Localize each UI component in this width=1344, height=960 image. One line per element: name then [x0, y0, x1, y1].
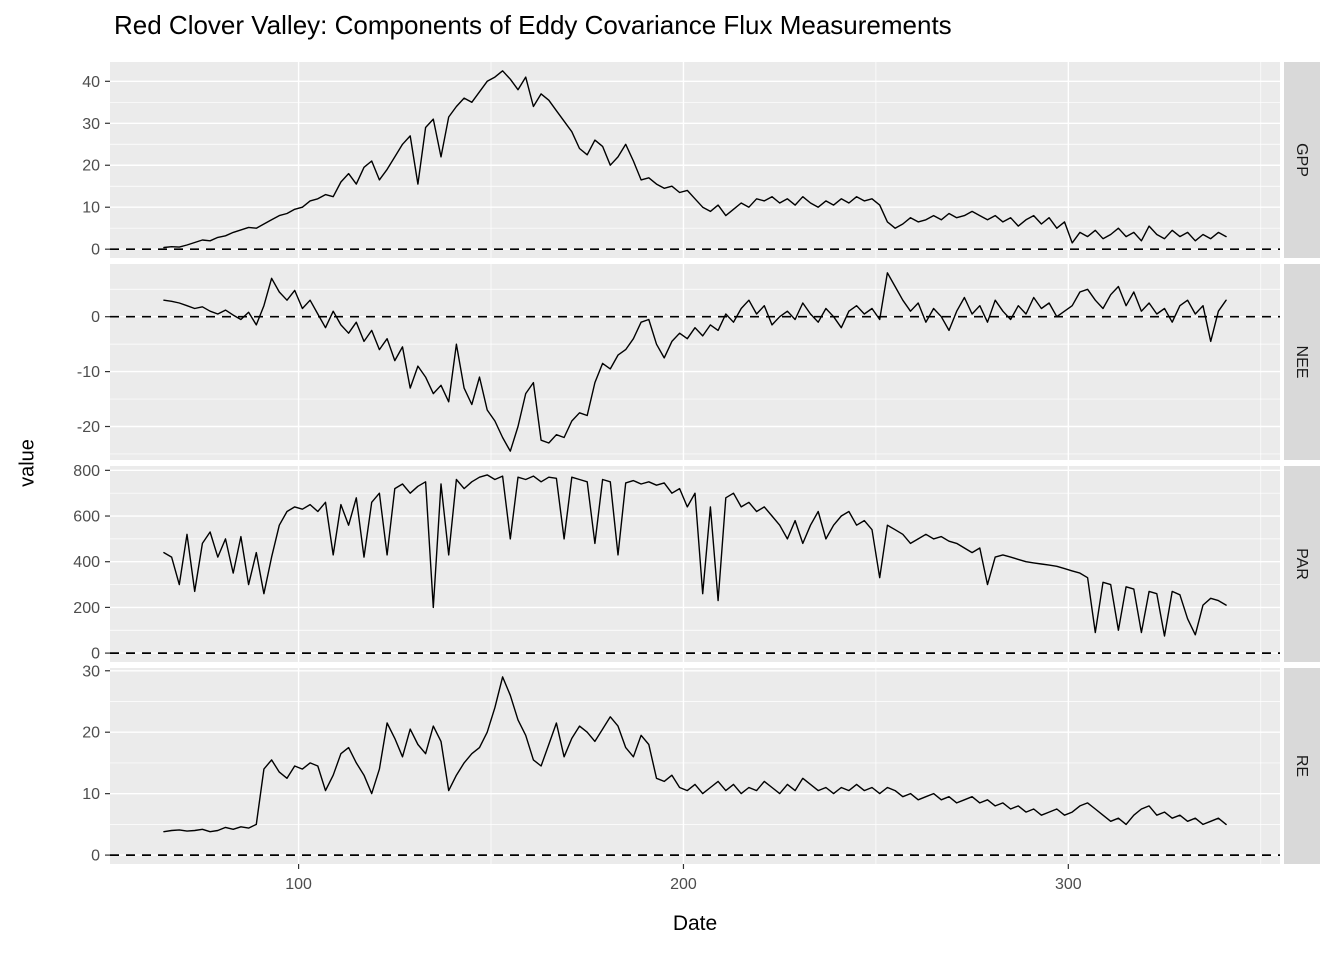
- facet-strip-label: NEE: [1293, 346, 1310, 379]
- y-axis-label: value: [16, 439, 39, 487]
- y-tick-label: 200: [73, 600, 100, 617]
- y-tick-label: 0: [91, 848, 100, 865]
- y-tick-label: 30: [82, 663, 100, 680]
- panel-bg-RE: [110, 668, 1280, 864]
- facet-strip-label: RE: [1293, 755, 1310, 777]
- y-tick-label: 20: [82, 158, 100, 175]
- x-tick-label: 200: [670, 876, 697, 893]
- y-tick-label: 40: [82, 74, 100, 91]
- facet-strip-PAR: [1284, 466, 1320, 662]
- y-tick-label: 800: [73, 463, 100, 480]
- y-tick-label: 10: [82, 200, 100, 217]
- y-tick-label: -10: [77, 364, 100, 381]
- y-tick-label: 400: [73, 554, 100, 571]
- x-axis-label: Date: [672, 912, 718, 935]
- facet-strip-GPP: [1284, 62, 1320, 258]
- series-line-PAR: [163, 474, 1227, 637]
- y-tick-label: 0: [91, 646, 100, 663]
- chart-title: Red Clover Valley: Components of Eddy Co…: [114, 10, 952, 40]
- y-tick-label: 0: [91, 309, 100, 326]
- y-tick-label: 0: [91, 242, 100, 259]
- y-tick-label: 10: [82, 786, 100, 803]
- y-tick-label: 20: [82, 725, 100, 742]
- panel-bg-NEE: [110, 264, 1280, 460]
- facet-strip-RE: [1284, 668, 1320, 864]
- facet-strip-label: GPP: [1293, 143, 1310, 177]
- facet-strip-label: PAR: [1293, 548, 1310, 580]
- series-line-GPP: [163, 70, 1227, 249]
- series-line-RE: [163, 676, 1227, 833]
- panel-bg-GPP: [110, 62, 1280, 258]
- x-tick-label: 100: [285, 876, 312, 893]
- y-tick-label: 30: [82, 116, 100, 133]
- x-tick-label: 300: [1055, 876, 1082, 893]
- series-line-NEE: [163, 272, 1227, 452]
- facet-strip-NEE: [1284, 264, 1320, 460]
- y-tick-label: 600: [73, 509, 100, 526]
- y-tick-label: -20: [77, 419, 100, 436]
